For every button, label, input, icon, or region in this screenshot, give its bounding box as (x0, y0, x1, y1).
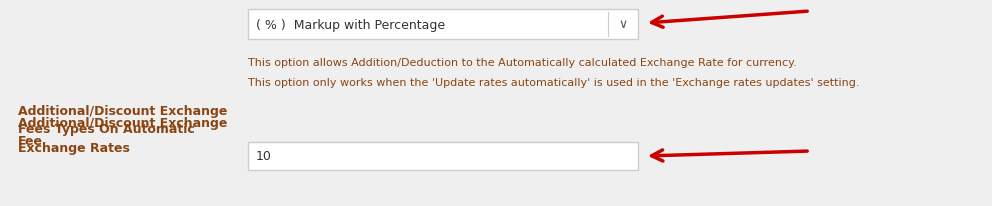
Text: This option allows Addition/Deduction to the Automatically calculated Exchange R: This option allows Addition/Deduction to… (248, 58, 797, 68)
Text: Additional/Discount Exchange
Fees Types On Automatic
Exchange Rates: Additional/Discount Exchange Fees Types … (18, 104, 227, 154)
FancyBboxPatch shape (248, 10, 638, 40)
Text: Additional/Discount Exchange
Fee: Additional/Discount Exchange Fee (18, 116, 227, 147)
Text: ∨: ∨ (618, 18, 628, 31)
Text: This option only works when the 'Update rates automatically' is used in the 'Exc: This option only works when the 'Update … (248, 78, 859, 88)
Text: ( % )  Markup with Percentage: ( % ) Markup with Percentage (256, 18, 445, 31)
Text: 10: 10 (256, 150, 272, 163)
FancyBboxPatch shape (248, 142, 638, 170)
